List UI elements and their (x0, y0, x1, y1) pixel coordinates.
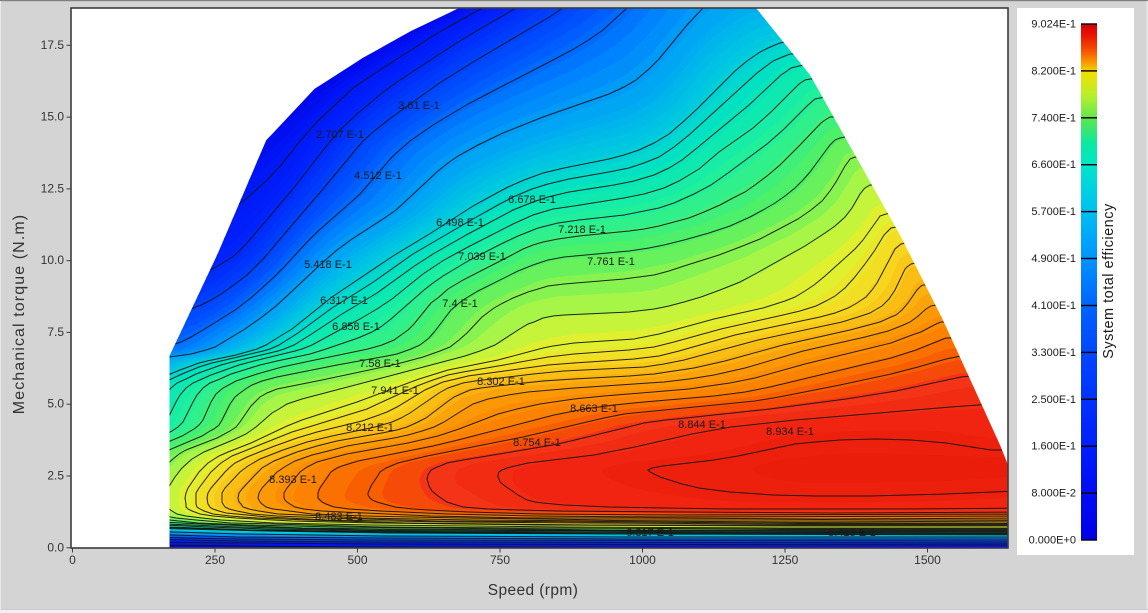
svg-text:8.754 E-1: 8.754 E-1 (513, 437, 561, 449)
svg-text:Mechanical torque (N.m): Mechanical torque (N.m) (11, 214, 28, 414)
svg-text:8.200E-1: 8.200E-1 (1031, 65, 1076, 77)
svg-text:1500: 1500 (914, 553, 941, 567)
svg-text:7.5: 7.5 (47, 325, 64, 339)
svg-text:1000: 1000 (629, 553, 656, 567)
svg-text:8.483 E-1: 8.483 E-1 (315, 511, 363, 523)
svg-text:4.100E-1: 4.100E-1 (1031, 300, 1076, 312)
svg-text:2.707 E-1: 2.707 E-1 (316, 129, 364, 141)
svg-text:6.317 E-1: 6.317 E-1 (320, 295, 368, 307)
svg-text:6.498 E-1: 6.498 E-1 (436, 217, 484, 229)
svg-text:6.317 E-1: 6.317 E-1 (626, 527, 674, 539)
svg-text:12.5: 12.5 (41, 181, 65, 195)
svg-text:7.941 E-1: 7.941 E-1 (371, 385, 419, 397)
svg-text:System total efficiency: System total efficiency (1101, 203, 1117, 359)
svg-text:8.000E-2: 8.000E-2 (1031, 488, 1076, 500)
svg-text:2.5: 2.5 (47, 469, 64, 483)
svg-text:1250: 1250 (772, 553, 799, 567)
svg-text:250: 250 (205, 553, 225, 567)
svg-text:500: 500 (347, 553, 367, 567)
svg-text:0.000E+0: 0.000E+0 (1029, 535, 1076, 547)
svg-text:7.400E-1: 7.400E-1 (1031, 112, 1076, 124)
svg-text:3.61 E-1: 3.61 E-1 (398, 100, 440, 112)
svg-text:7.58 E-1: 7.58 E-1 (359, 358, 401, 370)
svg-text:2.500E-1: 2.500E-1 (1031, 394, 1076, 406)
svg-text:3.300E-1: 3.300E-1 (1031, 347, 1076, 359)
svg-text:8.212 E-1: 8.212 E-1 (346, 422, 394, 434)
svg-text:15.0: 15.0 (41, 110, 65, 124)
svg-text:8.934 E-1: 8.934 E-1 (766, 426, 814, 438)
svg-text:7.4 E-1: 7.4 E-1 (442, 298, 477, 310)
svg-text:Speed (rpm): Speed (rpm) (488, 582, 579, 599)
svg-text:8.663 E-1: 8.663 E-1 (570, 403, 618, 415)
svg-text:8.844 E-1: 8.844 E-1 (678, 419, 726, 431)
svg-text:10.0: 10.0 (41, 253, 65, 267)
svg-text:7.039 E-1: 7.039 E-1 (458, 251, 506, 263)
svg-text:9.024E-1: 9.024E-1 (1031, 19, 1076, 31)
svg-text:7.761 E-1: 7.761 E-1 (587, 256, 635, 268)
svg-text:6.858 E-1: 6.858 E-1 (332, 321, 380, 333)
svg-text:5.0: 5.0 (47, 397, 64, 411)
svg-text:5.418 E-1: 5.418 E-1 (828, 527, 876, 539)
svg-text:8.393 E-1: 8.393 E-1 (269, 474, 317, 486)
svg-text:7.218 E-1: 7.218 E-1 (558, 224, 606, 236)
svg-text:750: 750 (490, 553, 510, 567)
svg-text:1.600E-1: 1.600E-1 (1031, 441, 1076, 453)
svg-text:5.700E-1: 5.700E-1 (1031, 206, 1076, 218)
svg-text:0.0: 0.0 (47, 540, 64, 554)
svg-text:8.302 E-1: 8.302 E-1 (477, 376, 525, 388)
svg-text:0: 0 (69, 553, 76, 567)
svg-text:6.600E-1: 6.600E-1 (1031, 159, 1076, 171)
svg-text:4.900E-1: 4.900E-1 (1031, 253, 1076, 265)
svg-text:6.678 E-1: 6.678 E-1 (508, 194, 556, 206)
svg-text:17.5: 17.5 (41, 38, 65, 52)
svg-text:4.512 E-1: 4.512 E-1 (354, 170, 402, 182)
svg-text:5.418 E-1: 5.418 E-1 (304, 259, 352, 271)
